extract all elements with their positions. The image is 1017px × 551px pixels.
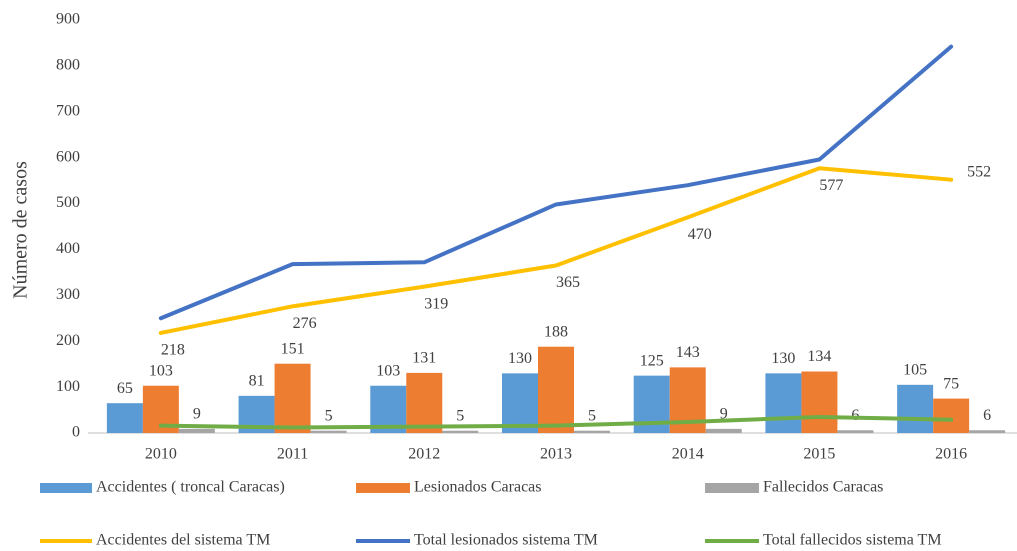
x-tick-label: 2015: [803, 446, 835, 463]
bar: [442, 430, 479, 433]
x-tick-label: 2010: [145, 446, 177, 463]
data-label: 5: [588, 407, 596, 424]
y-tick-label: 900: [56, 11, 80, 28]
bar: [406, 372, 443, 433]
bar: [274, 363, 311, 433]
bar: [765, 373, 802, 433]
data-label: 143: [676, 344, 700, 361]
legend-swatch: [705, 483, 759, 493]
data-label: 130: [771, 350, 795, 367]
bar: [969, 430, 1006, 433]
y-tick-label: 300: [56, 286, 80, 303]
x-tick-label: 2013: [540, 446, 572, 463]
data-label: 65: [117, 380, 133, 397]
legend-label: Accidentes ( troncal Caracas): [96, 479, 285, 496]
bar: [310, 430, 347, 433]
data-label: 130: [508, 350, 532, 367]
bar: [574, 430, 610, 433]
data-label: 103: [149, 362, 173, 379]
data-label: 81: [249, 373, 265, 390]
data-label: 6: [983, 407, 991, 424]
bar: [705, 428, 742, 433]
data-label: 134: [807, 348, 831, 365]
bar: [933, 398, 970, 433]
data-label: 6: [851, 407, 859, 424]
data-label: 188: [544, 323, 568, 340]
line: [158, 166, 954, 335]
data-label: 276: [293, 315, 317, 332]
data-label: 218: [161, 342, 185, 359]
bar: [538, 346, 574, 433]
legend-label: Fallecidos Caracas: [763, 479, 883, 496]
y-axis-label: Número de casos: [10, 161, 32, 299]
bar: [502, 373, 538, 433]
y-tick-label: 200: [56, 332, 80, 349]
data-label: 319: [424, 295, 448, 312]
line: [158, 414, 954, 430]
data-label: 105: [903, 361, 927, 378]
data-label: 75: [943, 375, 959, 392]
legend-label: Total fallecidos sistema TM: [763, 532, 942, 549]
data-label: 151: [281, 340, 305, 357]
bar: [801, 371, 838, 433]
x-tick-label: 2011: [277, 446, 308, 463]
legend-swatch: [356, 483, 410, 493]
bar: [837, 430, 874, 433]
legend-label: Total lesionados sistema TM: [414, 532, 598, 549]
data-label: 5: [325, 407, 333, 424]
legend-swatch: [40, 483, 92, 493]
data-label: 9: [720, 406, 728, 423]
bar: [106, 403, 143, 433]
x-tick-label: 2016: [935, 446, 967, 463]
data-label: 9: [193, 406, 201, 423]
y-tick-label: 100: [56, 378, 80, 395]
y-tick-label: 700: [56, 102, 80, 119]
data-label: 552: [967, 163, 991, 180]
y-tick-label: 400: [56, 240, 80, 257]
data-label: 5: [456, 407, 464, 424]
legend-label: Lesionados Caracas: [414, 479, 542, 496]
y-tick-label: 600: [56, 148, 80, 165]
y-tick-label: 500: [56, 194, 80, 211]
data-label: 125: [640, 352, 664, 369]
data-label: 103: [376, 362, 400, 379]
data-label: 131: [412, 350, 436, 367]
data-label: 577: [819, 177, 843, 194]
bar: [178, 428, 215, 433]
legend-label: Accidentes del sistema TM: [96, 532, 270, 549]
x-tick-label: 2012: [408, 446, 440, 463]
bar: [897, 384, 934, 433]
data-label: 365: [556, 274, 580, 291]
line: [158, 44, 954, 321]
data-label: 470: [688, 226, 712, 243]
y-tick-label: 0: [72, 424, 80, 441]
y-tick-label: 800: [56, 57, 80, 74]
x-tick-label: 2014: [672, 446, 704, 463]
